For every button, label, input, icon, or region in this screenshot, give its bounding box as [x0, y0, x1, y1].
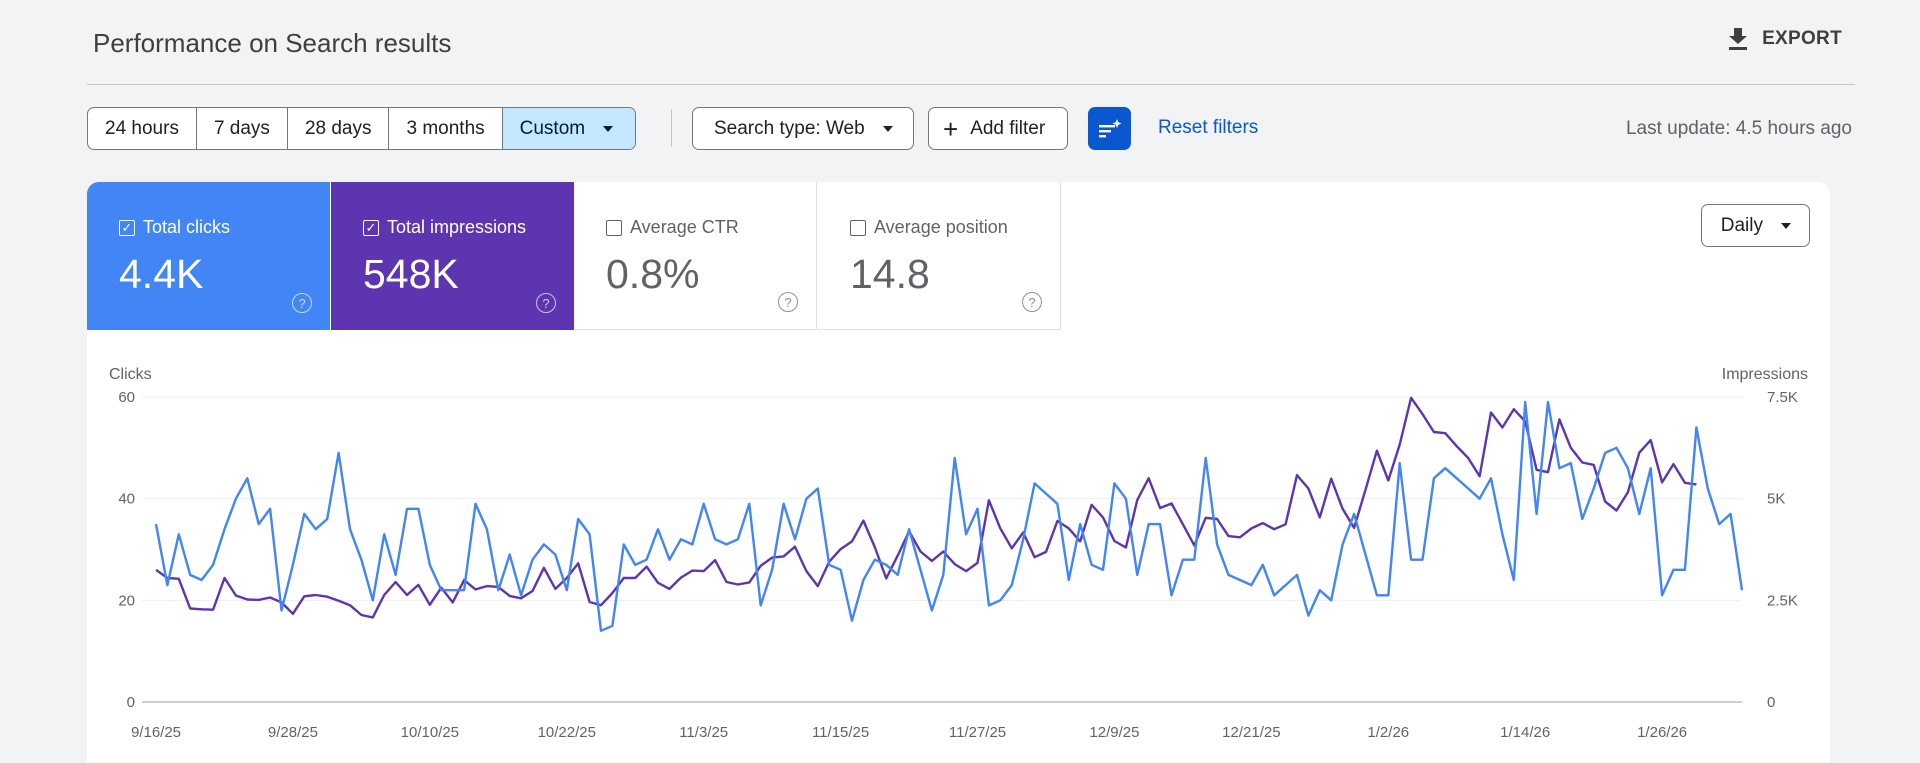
metric-label: Average CTR: [630, 217, 739, 237]
add-filter-label: Add filter: [970, 117, 1046, 139]
x-tick-label: 11/27/25: [949, 724, 1006, 741]
help-icon[interactable]: ?: [536, 293, 556, 313]
y-tick-left: 20: [118, 592, 135, 609]
y-tick-left: 0: [127, 694, 135, 711]
performance-chart[interactable]: Clicks Impressions 0 0 20 2.5K 40 5K 60 7.5K 9/16/…: [87, 182, 1830, 763]
metric-value: 14.8: [850, 251, 930, 297]
y-tick-right: 0: [1767, 694, 1775, 711]
granularity-label: Daily: [1720, 214, 1763, 236]
metric-average-position[interactable]: Average position 14.8 ?: [818, 182, 1061, 330]
help-icon[interactable]: ?: [292, 293, 312, 313]
chevron-down-icon: [882, 125, 893, 132]
y-axis-right-title: Impressions: [1722, 366, 1808, 383]
y-axis-left-title: Clicks: [109, 366, 152, 383]
header-divider: [87, 84, 1855, 85]
checkbox-unchecked-icon[interactable]: [606, 219, 622, 236]
x-tick-label: 12/9/25: [1089, 724, 1139, 741]
download-icon: [1729, 28, 1748, 50]
x-tick-label: 9/16/25: [131, 724, 181, 741]
y-tick-left: 60: [118, 389, 135, 406]
x-tick-label: 10/22/25: [538, 724, 596, 741]
x-tick-label: 11/15/25: [812, 724, 869, 741]
x-tick-label: 1/26/26: [1637, 724, 1687, 741]
search-type-dropdown[interactable]: Search type: Web: [692, 107, 914, 150]
x-tick-label: 10/10/25: [401, 724, 459, 741]
metric-average-ctr[interactable]: Average CTR 0.8% ?: [574, 182, 817, 330]
date-range-3-months[interactable]: 3 months: [389, 108, 503, 149]
date-range-custom[interactable]: Custom: [502, 108, 636, 149]
granularity-dropdown[interactable]: Daily: [1700, 204, 1810, 247]
toolbar-divider: [671, 109, 672, 147]
performance-card: ✓ Total clicks 4.4K ? ✓ Total impression…: [87, 182, 1830, 763]
metric-total-impressions[interactable]: ✓ Total impressions 548K ?: [331, 182, 574, 330]
checkbox-checked-icon[interactable]: ✓: [119, 219, 135, 236]
page-title: Performance on Search results: [93, 28, 452, 58]
filter-sparkle-icon: [1098, 118, 1121, 137]
checkbox-unchecked-icon[interactable]: [850, 219, 866, 236]
metric-total-clicks[interactable]: ✓ Total clicks 4.4K ?: [87, 182, 330, 330]
metric-value: 4.4K: [119, 251, 204, 297]
chevron-down-icon: [603, 125, 614, 132]
date-range-7-days[interactable]: 7 days: [197, 108, 288, 149]
y-tick-right: 7.5K: [1767, 389, 1798, 406]
checkbox-checked-icon[interactable]: ✓: [363, 219, 379, 236]
metric-label: Average position: [874, 217, 1008, 237]
y-tick-left: 40: [118, 491, 135, 508]
metric-label: Total impressions: [387, 217, 527, 237]
series-line-clicks: [154, 400, 1744, 632]
reset-filters-link[interactable]: Reset filters: [1158, 117, 1259, 138]
plus-icon: +: [943, 113, 959, 144]
metric-value: 548K: [363, 251, 459, 297]
help-icon[interactable]: ?: [778, 292, 798, 312]
x-tick-label: 12/21/25: [1222, 724, 1280, 741]
add-filter-button[interactable]: + Add filter: [928, 107, 1069, 150]
x-tick-label: 1/14/26: [1500, 724, 1550, 741]
help-icon[interactable]: ?: [1022, 292, 1042, 312]
export-label: EXPORT: [1762, 28, 1842, 49]
y-tick-right: 5K: [1767, 491, 1785, 508]
date-range-custom-label: Custom: [519, 117, 586, 139]
x-tick-label: 11/3/25: [679, 724, 728, 741]
filter-settings-button[interactable]: [1088, 107, 1131, 150]
last-update-text: Last update: 4.5 hours ago: [1625, 118, 1852, 139]
search-type-label: Search type: Web: [714, 117, 865, 139]
x-tick-label: 1/2/26: [1367, 724, 1409, 741]
date-range-28-days[interactable]: 28 days: [288, 108, 390, 149]
date-range-selector: 24 hours 7 days 28 days 3 months Custom: [87, 107, 637, 150]
export-button[interactable]: EXPORT: [1728, 28, 1842, 50]
metric-label: Total clicks: [143, 217, 231, 237]
x-tick-label: 9/28/25: [268, 724, 318, 741]
date-range-24-hours[interactable]: 24 hours: [88, 108, 197, 149]
metric-value: 0.8%: [606, 251, 700, 297]
y-tick-right: 2.5K: [1767, 592, 1798, 609]
series-line-impressions: [155, 396, 1697, 619]
chevron-down-icon: [1781, 222, 1791, 229]
